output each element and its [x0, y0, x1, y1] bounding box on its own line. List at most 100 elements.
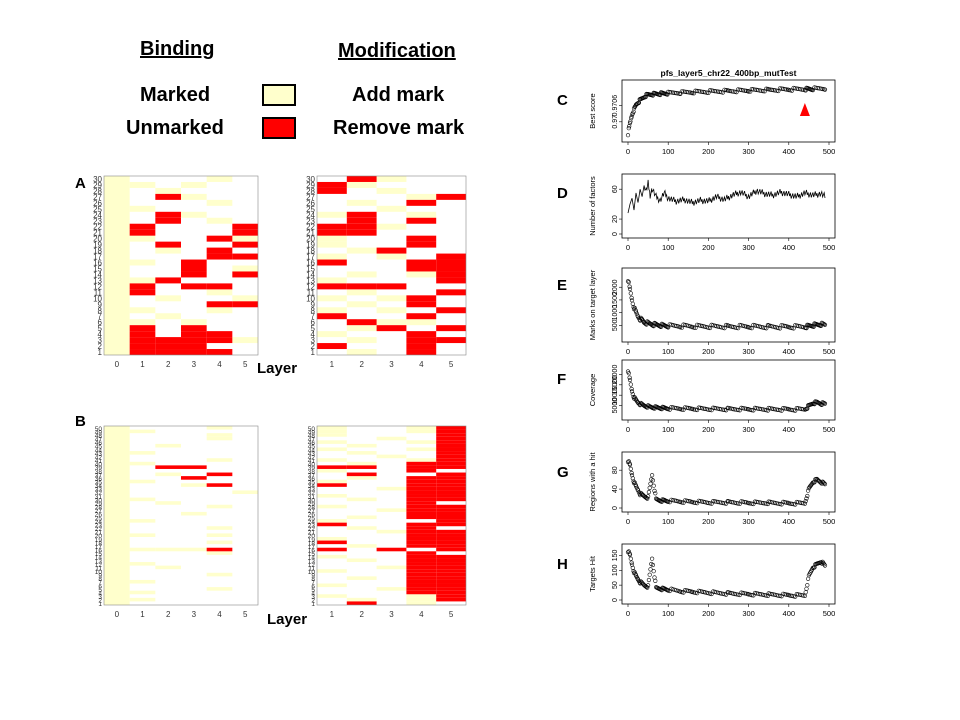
heatmap-cell-unmarked — [346, 176, 377, 182]
data-point — [646, 577, 652, 583]
data-point — [801, 407, 806, 412]
data-point — [791, 326, 796, 331]
heatmap-row-tick-label: 10 — [308, 569, 316, 576]
data-point — [769, 87, 774, 93]
x-axis-tick-label: 100 — [662, 243, 675, 252]
data-point — [777, 408, 783, 413]
data-point — [626, 280, 631, 285]
heatmap-cell-unmarked — [129, 289, 156, 296]
data-point — [625, 279, 631, 284]
data-point — [777, 593, 783, 599]
heatmap-cell-marked — [376, 187, 407, 194]
heatmap-cell-marked — [129, 429, 156, 434]
data-point — [645, 496, 650, 501]
heatmap-cell-unmarked — [129, 325, 156, 332]
heatmap-cell-marked — [155, 313, 181, 320]
y-axis-tick-label: 2000 — [612, 279, 619, 295]
heatmap-row-tick-label: 6 — [311, 318, 316, 327]
heatmap-cell-marked — [155, 565, 181, 570]
data-point — [707, 88, 713, 93]
heatmap-row-tick-label: 38 — [308, 469, 316, 476]
legend-marked-label: Marked — [140, 84, 211, 106]
data-point — [822, 481, 827, 486]
data-point — [712, 499, 717, 504]
heatmap-row-tick-label: 33 — [95, 487, 103, 494]
data-point — [720, 500, 725, 506]
data-point — [666, 499, 671, 504]
heatmap-cell-unmarked — [346, 601, 377, 605]
heatmap-row-tick-label: 27 — [308, 508, 316, 515]
data-point — [717, 89, 722, 95]
heatmap-cell-unmarked — [317, 181, 347, 188]
heatmap-row-tick-label: 48 — [308, 433, 316, 440]
heatmap-cell-marked — [346, 301, 377, 308]
heatmap-row-tick-label: 11 — [308, 565, 315, 572]
heatmap-cell-unmarked — [406, 590, 437, 595]
y-axis-tick-label: 150 — [612, 549, 619, 561]
heatmap-row-tick-label: 6 — [98, 318, 103, 327]
heatmap-row-tick-label: 22 — [308, 526, 316, 533]
heatmap-cell-unmarked — [376, 547, 407, 552]
heatmap-cell-unmarked — [406, 544, 437, 548]
panel-label-e: E — [557, 277, 568, 294]
heatmap-cell-marked — [376, 223, 407, 230]
heatmap-cell-marked — [346, 247, 377, 254]
data-point — [774, 88, 779, 93]
y-axis-tick-label: 80 — [612, 466, 619, 474]
heatmap-row-tick-label: 9 — [98, 573, 102, 580]
data-point — [670, 405, 676, 410]
heatmap-cell-unmarked — [436, 579, 466, 584]
data-point — [707, 407, 713, 413]
y-axis-tick-label: 40 — [612, 485, 619, 493]
heatmap-row-tick-label: 19 — [306, 241, 315, 250]
heatmap-cell-unmarked — [436, 454, 466, 459]
data-point — [682, 89, 688, 94]
heatmap-row-tick-label: 13 — [308, 558, 316, 565]
heatmap-cell-unmarked — [406, 526, 437, 530]
data-point — [818, 86, 824, 91]
heatmap-row-tick-label: 31 — [308, 494, 316, 501]
panel-label-b: B — [75, 413, 86, 430]
heatmap-row-tick-label: 16 — [93, 259, 102, 268]
heatmap-cell-unmarked — [181, 349, 207, 355]
heatmap-row-tick-label: 22 — [95, 526, 103, 533]
data-point — [691, 407, 696, 412]
data-point — [748, 407, 753, 412]
data-point — [804, 496, 809, 501]
data-point — [646, 489, 652, 495]
heatmap-a-binding: 1234567891011121314151617181920212223242… — [93, 175, 259, 369]
data-point — [627, 552, 633, 557]
plot-frame — [621, 267, 836, 343]
heatmap-row-tick-label: 40 — [95, 462, 103, 469]
data-point — [679, 589, 684, 595]
data-point — [748, 325, 753, 330]
heatmap-cell-marked — [376, 436, 407, 441]
data-point — [724, 88, 729, 93]
data-point — [766, 405, 771, 411]
heatmap-cell-marked — [155, 295, 181, 302]
data-point — [752, 87, 758, 92]
data-point — [669, 90, 674, 95]
heatmap-column-tick-label: 0 — [115, 360, 120, 369]
heatmap-cell-marked — [317, 433, 347, 437]
data-point — [757, 406, 762, 412]
data-point — [812, 565, 817, 570]
heatmap-row-tick-label: 8 — [311, 576, 315, 583]
data-point — [649, 556, 655, 561]
data-point — [749, 326, 754, 331]
heatmap-cell-unmarked — [155, 343, 181, 350]
heatmap-column-tick-label: 3 — [192, 610, 197, 619]
heatmap-row-tick-label: 22 — [93, 223, 102, 232]
heatmap-cell-unmarked — [181, 476, 207, 480]
x-axis-tick-label: 0 — [626, 425, 630, 434]
heatmap-cell-unmarked — [406, 199, 437, 206]
heatmap-cell-marked — [346, 515, 377, 520]
data-point — [784, 500, 789, 505]
heatmap-cell-marked — [346, 271, 377, 278]
data-point — [761, 500, 766, 506]
heatmap-row-tick-label: 37 — [95, 472, 103, 479]
data-point — [690, 91, 695, 96]
heatmap-row-tick-label: 3 — [311, 336, 316, 345]
data-point — [633, 309, 639, 314]
heatmap-cell-unmarked — [181, 331, 207, 338]
